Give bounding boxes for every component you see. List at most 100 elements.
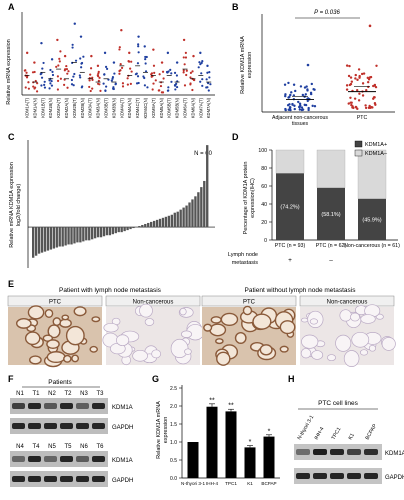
- panel-a-point: [110, 79, 113, 82]
- panel-e-tissue-follicle: [339, 309, 352, 322]
- legend-swatch-kdm1a-neg: [354, 149, 363, 157]
- panel-a-tick-label: KDM3B(N): [111, 97, 116, 118]
- panel-a-point: [151, 88, 154, 91]
- panel-h-band: [313, 473, 327, 479]
- panel-a-point: [120, 66, 124, 69]
- panel-f-band: [60, 456, 73, 462]
- panel-f-band: [12, 476, 25, 482]
- panel-a-point: [66, 72, 69, 75]
- panel-f-letter: F: [8, 374, 14, 384]
- panel-b-point: [307, 106, 310, 110]
- panel-h-lane-label: BCPAP: [365, 423, 379, 441]
- panel-a-point: [129, 82, 132, 86]
- panel-f-lane-label: N4: [16, 444, 24, 450]
- panel-a-point: [201, 78, 204, 81]
- panel-d-bar-positive: [317, 187, 345, 240]
- panel-a-point: [40, 41, 43, 45]
- panel-a-point: [199, 80, 202, 83]
- panel-b-point: [284, 94, 287, 98]
- panel-b-point: [369, 106, 372, 110]
- panel-a-point: [97, 75, 100, 78]
- panel-a-point: [166, 89, 170, 92]
- panel-e-tab-label: PTC: [49, 300, 62, 306]
- panel-a-point: [74, 59, 78, 62]
- panel-a-point: [43, 86, 47, 89]
- panel-d: D Percentage of KDM1A protein expression…: [228, 132, 400, 266]
- panel-h-protein-label: GAPDH: [385, 475, 404, 481]
- panel-e-tissue-follicle: [359, 349, 369, 356]
- panel-g-ytick-label: 2.0: [170, 404, 177, 410]
- panel-a-point: [175, 74, 179, 77]
- panel-a-point: [40, 76, 44, 79]
- panel-a-point: [128, 51, 131, 55]
- panel-h-band: [296, 473, 310, 479]
- panel-b-point: [289, 93, 292, 97]
- panel-b-point: [288, 95, 291, 99]
- panel-f-lane-label: T4: [32, 444, 40, 450]
- panel-a-point: [65, 64, 68, 68]
- panel-c-bar: [46, 227, 50, 251]
- panel-b-point: [361, 82, 365, 85]
- panel-a-point: [121, 82, 125, 85]
- panel-a-point: [197, 66, 200, 69]
- panel-a-point: [127, 60, 130, 63]
- panel-a-point: [182, 56, 185, 59]
- panel-e-tissue-follicle: [301, 334, 319, 349]
- panel-a-point: [206, 86, 209, 89]
- panel-a-point: [50, 58, 54, 61]
- panel-b-point: [297, 100, 300, 104]
- panel-h-band: [364, 449, 378, 455]
- panel-e-tissue-follicle: [279, 320, 296, 335]
- panel-e-tissue-follicle: [343, 350, 360, 367]
- panel-f-blot: [10, 471, 108, 487]
- panel-c-bar: [126, 227, 129, 231]
- panel-f-band: [28, 456, 41, 462]
- panel-f-lane-label: N6: [80, 444, 88, 450]
- panel-c-bar: [79, 227, 82, 243]
- panel-b-point: [303, 103, 306, 107]
- panel-f-lane-label: T6: [96, 444, 104, 450]
- panel-f-band: [76, 403, 89, 409]
- panel-f-band: [92, 403, 105, 409]
- panel-a-point: [184, 51, 187, 54]
- panel-a-point: [174, 84, 177, 87]
- panel-e-tissue-follicle: [300, 348, 312, 359]
- panel-a-point: [43, 80, 46, 83]
- panel-c-bar: [117, 227, 120, 233]
- panel-a-point: [72, 75, 75, 78]
- legend-label-kdm1a-neg: KDM1A–: [365, 151, 388, 157]
- panel-a-point: [144, 70, 148, 73]
- panel-b-point: [347, 102, 350, 105]
- panel-e-tissue-follicle: [91, 316, 101, 323]
- panel-b-point: [283, 83, 287, 86]
- panel-a-tick-label: KDM5B(T): [167, 97, 172, 117]
- panel-a-point: [112, 86, 115, 89]
- panel-d-ytick-label: 20: [261, 220, 267, 226]
- panel-a-point: [198, 61, 201, 64]
- panel-c-bar: [191, 199, 194, 228]
- panel-b-point: [304, 93, 308, 96]
- panel-a-point: [118, 72, 121, 75]
- panel-a-tick-label: KDM3A(T): [88, 97, 93, 117]
- panel-a-point: [79, 57, 82, 60]
- panel-b-point: [373, 96, 376, 99]
- panel-h-band: [296, 449, 310, 455]
- panel-c-ylabel-line2: log2(fold change): [16, 184, 22, 227]
- panel-f-blot: [10, 418, 108, 434]
- panel-a-marks: [23, 22, 212, 94]
- panel-b-point: [353, 97, 357, 100]
- panel-a-point: [170, 72, 173, 75]
- panel-d-bar-positive: [358, 198, 386, 240]
- panel-d-letter: D: [232, 132, 239, 142]
- panel-f-band: [12, 403, 25, 409]
- panel-a-point: [191, 70, 194, 73]
- panel-g-bar: [244, 447, 256, 478]
- panel-b-point: [300, 106, 304, 109]
- panel-c-bar: [141, 224, 144, 228]
- panel-h-lane-label: TPC1: [331, 426, 343, 441]
- panel-a-point: [104, 89, 107, 92]
- panel-a-point: [182, 69, 185, 72]
- panel-b-point: [287, 81, 290, 85]
- panel-d-category: Non-cancerous (n = 61): [344, 243, 400, 249]
